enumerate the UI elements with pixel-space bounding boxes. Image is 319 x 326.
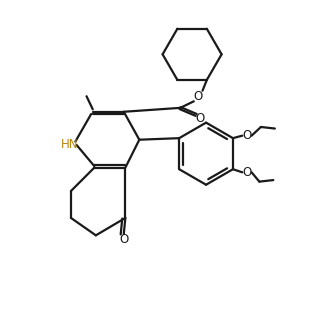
- Text: O: O: [242, 129, 252, 142]
- Text: O: O: [194, 90, 203, 102]
- Text: O: O: [195, 112, 204, 126]
- Text: O: O: [119, 232, 129, 245]
- Text: HN: HN: [61, 138, 78, 151]
- Text: O: O: [242, 166, 252, 179]
